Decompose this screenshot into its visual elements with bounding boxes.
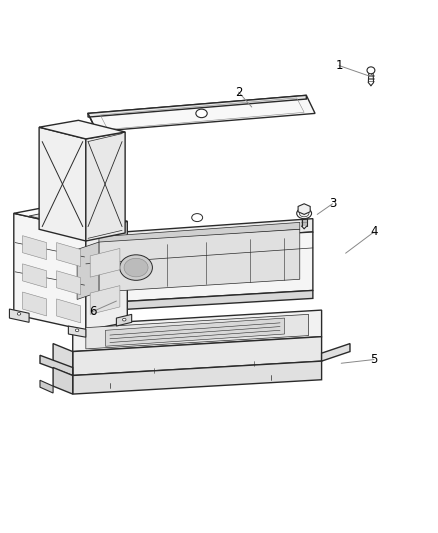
Polygon shape: [73, 310, 321, 352]
Polygon shape: [86, 219, 313, 248]
Polygon shape: [117, 314, 132, 326]
Polygon shape: [22, 236, 46, 260]
Ellipse shape: [124, 259, 148, 277]
Polygon shape: [86, 132, 125, 241]
Polygon shape: [22, 264, 46, 288]
Polygon shape: [68, 326, 86, 337]
Polygon shape: [57, 299, 81, 323]
Ellipse shape: [196, 109, 207, 118]
Polygon shape: [14, 213, 86, 330]
Ellipse shape: [17, 312, 21, 315]
Ellipse shape: [192, 214, 203, 222]
Ellipse shape: [367, 67, 375, 74]
Polygon shape: [68, 224, 77, 232]
Ellipse shape: [299, 210, 309, 217]
Polygon shape: [99, 229, 300, 292]
Polygon shape: [39, 127, 86, 241]
Polygon shape: [106, 318, 285, 346]
Polygon shape: [22, 292, 46, 316]
Ellipse shape: [120, 255, 152, 280]
Polygon shape: [77, 242, 99, 300]
Polygon shape: [68, 304, 86, 319]
Polygon shape: [88, 95, 315, 132]
Text: 6: 6: [88, 305, 96, 318]
Polygon shape: [29, 211, 112, 229]
Polygon shape: [53, 344, 73, 375]
Text: 4: 4: [370, 225, 378, 238]
Polygon shape: [90, 286, 120, 314]
Polygon shape: [57, 271, 81, 295]
Polygon shape: [86, 314, 308, 349]
Polygon shape: [57, 243, 81, 266]
Polygon shape: [39, 120, 125, 139]
Polygon shape: [86, 221, 127, 330]
Text: 1: 1: [336, 59, 343, 72]
Polygon shape: [86, 232, 313, 304]
Polygon shape: [68, 245, 86, 312]
Ellipse shape: [297, 208, 311, 219]
Polygon shape: [321, 344, 350, 361]
Polygon shape: [68, 229, 86, 264]
Polygon shape: [88, 95, 306, 117]
Polygon shape: [73, 361, 321, 394]
Text: 3: 3: [329, 197, 336, 211]
Ellipse shape: [75, 329, 79, 332]
Text: 5: 5: [370, 353, 378, 366]
Polygon shape: [40, 380, 53, 393]
Polygon shape: [73, 337, 321, 375]
Polygon shape: [99, 222, 300, 244]
Polygon shape: [298, 204, 310, 214]
Polygon shape: [10, 309, 29, 322]
Polygon shape: [86, 290, 313, 312]
Polygon shape: [40, 356, 73, 375]
Ellipse shape: [123, 318, 126, 321]
Text: 2: 2: [235, 86, 242, 99]
Polygon shape: [53, 368, 73, 394]
Polygon shape: [90, 248, 120, 277]
Polygon shape: [14, 205, 127, 229]
